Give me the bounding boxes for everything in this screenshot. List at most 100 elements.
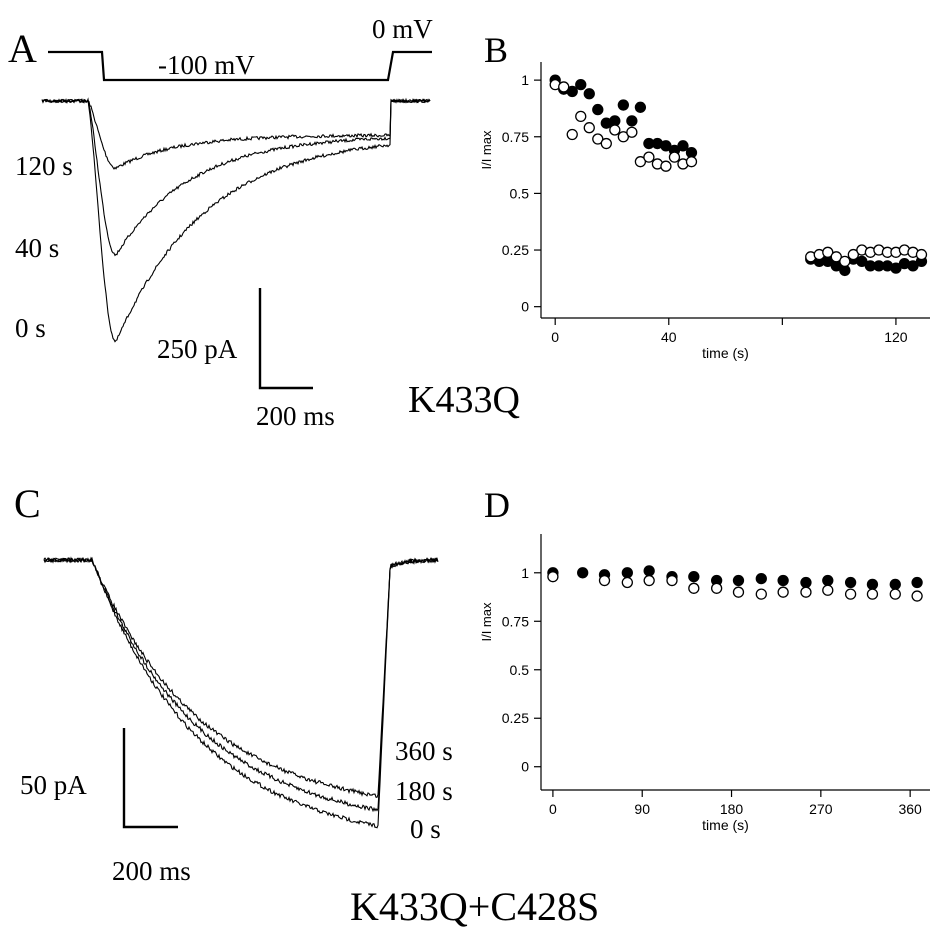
x-tick-label: 120 [884, 329, 908, 345]
data-point-open [685, 156, 698, 168]
data-point-open [626, 126, 638, 138]
data-point-filled [732, 574, 745, 587]
panel-c-letter: C [14, 481, 41, 526]
data-point-filled [755, 572, 767, 585]
data-point-filled [660, 140, 672, 152]
x-tick-label: 360 [898, 801, 922, 817]
current-trace-180s [43, 557, 439, 813]
data-point-filled [643, 565, 655, 577]
chart-b: 0 0.25 0.5 0.75 1 0 40 120 time (s) I/I max [479, 62, 930, 361]
y-tick-label: 0.25 [502, 242, 529, 258]
data-point-filled [626, 115, 638, 127]
data-point-open [609, 124, 621, 136]
x-tick-label: 270 [809, 801, 833, 817]
data-point-open [800, 586, 812, 598]
data-point-open [643, 574, 655, 587]
data-point-open [822, 584, 834, 596]
data-point-filled [866, 578, 879, 591]
y-axis-label: I/I max [479, 602, 494, 642]
data-point-filled [583, 88, 595, 100]
data-point-filled [634, 101, 647, 113]
data-point-open [830, 251, 842, 263]
panel-d-letter: D [484, 485, 510, 525]
x-axis-label: time (s) [702, 345, 749, 361]
panel-b: B 0 0.25 0.5 0.75 1 0 40 120 time (s) I/I max [479, 30, 930, 361]
data-point-open [915, 248, 928, 261]
data-point-filled [911, 576, 923, 589]
scale-bar [122, 728, 178, 829]
data-point-open [866, 588, 879, 600]
panel-b-letter: B [484, 30, 508, 70]
panel-a: A 0 mV -100 mV 120 s 40 s 0 s 250 pA 200… [8, 14, 433, 431]
chart-d: 0 0.25 0.5 0.75 1 0 90 180 270 360 time (s) I/I max [479, 534, 930, 833]
data-point-filled [800, 576, 812, 589]
scale-bar [258, 288, 313, 390]
current-trace-0s [41, 98, 431, 343]
data-point-filled [822, 574, 834, 587]
y-axis-label: I/I max [479, 130, 494, 170]
data-point-open [600, 137, 612, 150]
y-tick-label: 0.75 [502, 613, 529, 629]
trace-label: 40 s [15, 233, 59, 263]
x-tick-label: 90 [634, 801, 650, 817]
data-point-open [755, 588, 767, 600]
data-point-open [566, 128, 578, 141]
x-tick-label: 0 [551, 329, 559, 345]
data-point-filled [592, 103, 604, 116]
data-point-open [547, 571, 559, 583]
condition-label-bottom: K433Q+C428S [350, 884, 599, 929]
panel-c: C 360 s 180 s 0 s 50 pA 200 ms [14, 481, 453, 886]
y-tick-label: 1 [521, 565, 529, 581]
data-point-filled [621, 567, 633, 579]
data-point-open [847, 248, 859, 261]
data-point-filled [777, 574, 789, 587]
y-tick-label: 1 [521, 72, 529, 88]
x-tick-label: 180 [720, 801, 744, 817]
data-point-open [777, 586, 789, 598]
y-tick-label: 0.25 [502, 710, 529, 726]
data-point-open [558, 81, 570, 93]
y-tick-label: 0.5 [510, 662, 530, 678]
data-point-open [666, 574, 678, 587]
data-point-filled [890, 262, 902, 274]
voltage-protocol [48, 50, 432, 82]
data-point-open [634, 156, 647, 168]
current-trace-40s [41, 97, 431, 257]
y-tick-label: 0 [521, 299, 529, 315]
data-point-filled [907, 260, 919, 272]
x-tick-label: 40 [661, 329, 677, 345]
scale-time-label: 200 ms [256, 401, 335, 431]
scale-time-label: 200 ms [112, 856, 191, 886]
data-point-filled [575, 79, 587, 91]
y-tick-label: 0.75 [502, 129, 529, 145]
step-potential-label: -100 mV [158, 50, 255, 80]
data-point-filled [688, 571, 700, 583]
data-point-filled [577, 567, 589, 579]
data-point-open [621, 576, 633, 589]
trace-label: 360 s [395, 736, 453, 766]
current-trace-120s [41, 98, 431, 170]
data-point-open [839, 255, 851, 268]
data-point-filled [889, 578, 901, 591]
panel-a-letter: A [8, 26, 37, 71]
data-point-open [911, 590, 923, 602]
data-point-filled [617, 99, 629, 111]
data-point-open [583, 122, 595, 134]
x-tick-label: 0 [549, 801, 557, 817]
data-point-open [592, 133, 604, 145]
data-point-open [688, 582, 700, 594]
trace-label: 0 s [15, 313, 46, 343]
data-point-filled [566, 85, 578, 98]
data-point-open [732, 586, 745, 598]
current-trace-360s [43, 556, 439, 798]
scale-current-label: 50 pA [20, 770, 87, 800]
data-point-open [889, 588, 901, 600]
data-point-open [710, 582, 723, 594]
data-point-filled [677, 140, 689, 152]
data-point-filled [856, 255, 868, 268]
condition-label-top: K433Q [408, 379, 520, 421]
data-point-open [643, 151, 655, 163]
data-point-open [617, 131, 629, 143]
trace-label: 0 s [410, 814, 441, 844]
